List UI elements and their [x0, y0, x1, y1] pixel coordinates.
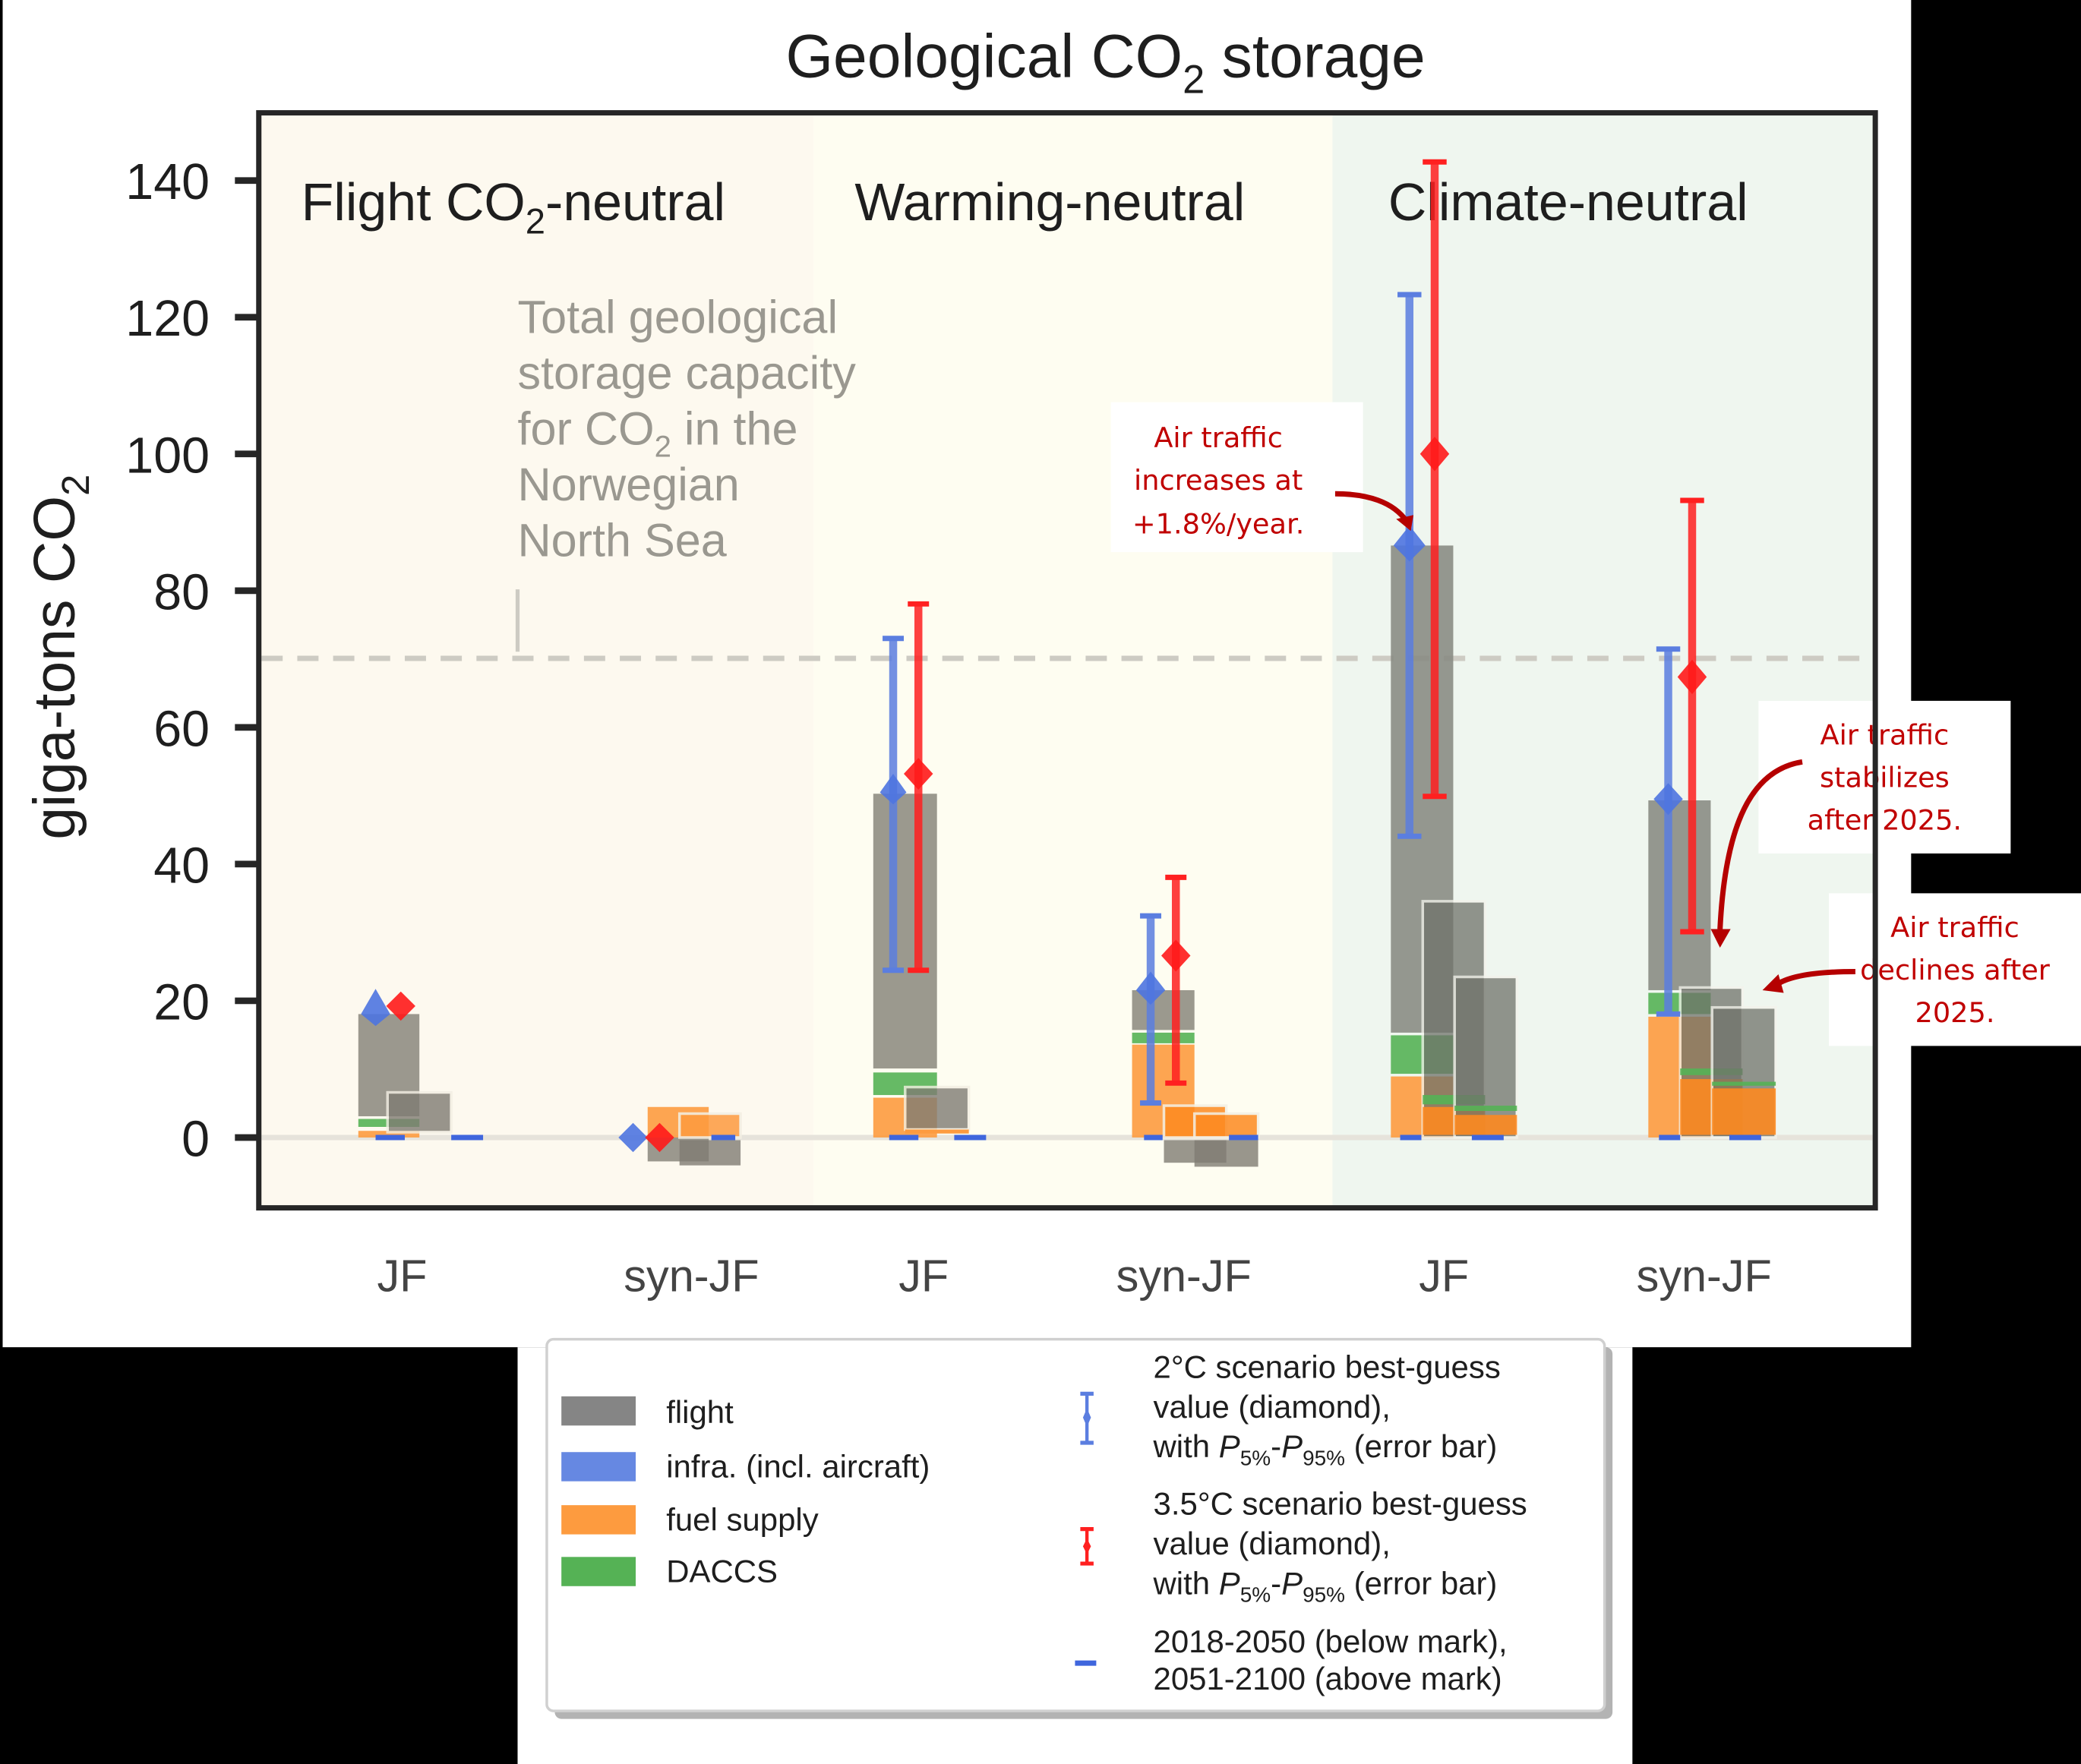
legend-marker-2c-icon [1080, 1391, 1094, 1445]
y-axis-label: giga-tons CO2 [22, 475, 97, 840]
x-label-jf-3: JF [1419, 1251, 1469, 1302]
legend-label-daccs: DACCS [666, 1554, 778, 1589]
annotation-stabilize-arrow [1717, 759, 1803, 929]
legend-swatch-daccs [561, 1557, 636, 1586]
svg-text:2025.: 2025. [1915, 996, 1994, 1029]
x-label-syn-jf-2: syn-JF [1116, 1251, 1252, 1302]
svg-text:Air traffic: Air traffic [1154, 421, 1283, 454]
svg-text:North Sea: North Sea [518, 514, 728, 566]
svg-text:2018-2050 (below mark),: 2018-2050 (below mark), [1154, 1624, 1508, 1659]
legend-label-flight: flight [666, 1394, 734, 1430]
annotation-increase-arrow [1334, 491, 1410, 523]
svg-text:2°C scenario best-guess: 2°C scenario best-guess [1154, 1349, 1501, 1384]
y-tick-40: 40 [153, 838, 210, 894]
legend-swatch-fuel-supply [561, 1505, 636, 1535]
panel-label-climate-neutral: Climate-neutral [1388, 172, 1748, 232]
legend-swatch-flight [561, 1396, 636, 1426]
svg-text:+1.8%/year.: +1.8%/year. [1132, 508, 1304, 541]
legend-label-infra: infra. (incl. aircraft) [666, 1448, 930, 1484]
panel-label-warming-neutral: Warming-neutral [854, 172, 1245, 232]
y-tick-0: 0 [182, 1111, 210, 1167]
y-tick-60: 60 [153, 701, 210, 757]
bar-group-flight-co2-neutral-jf [358, 989, 484, 1141]
y-tick-100: 100 [125, 428, 210, 484]
y-axis: 0 20 40 60 80 100 120 140 giga-tons CO2 [22, 154, 259, 1167]
chart-title: Geological CO2 storage [786, 22, 1426, 102]
capacity-note: Total geological storage capacity for CO… [518, 292, 857, 566]
x-label-syn-jf-3: syn-JF [1637, 1251, 1772, 1302]
y-tick-120: 120 [125, 291, 210, 347]
svg-text:Air traffic: Air traffic [1890, 911, 2019, 944]
legend-marker-period-icon [1075, 1660, 1097, 1666]
legend-marker-35c-icon [1080, 1526, 1094, 1566]
svg-text:declines after: declines after [1860, 954, 2051, 986]
svg-text:Norwegian: Norwegian [518, 459, 740, 510]
plot-area: Flight CO2-neutral Warming-neutral Clima… [256, 110, 2081, 1211]
x-label-syn-jf-1: syn-JF [624, 1251, 759, 1302]
x-label-jf-2: JF [898, 1251, 949, 1302]
svg-text:value (diamond),: value (diamond), [1154, 1389, 1391, 1425]
svg-text:stabilizes: stabilizes [1820, 762, 1950, 794]
x-label-jf-1: JF [377, 1251, 427, 1302]
bar-group-climate-neutral-jf [1391, 159, 1519, 1141]
annotation-increase: Air traffic increases at +1.8%/year. [1110, 402, 1414, 553]
bar-group-climate-neutral-syn-jf [1648, 497, 1777, 1141]
svg-text:after 2025.: after 2025. [1808, 803, 1962, 836]
legend-label-fuel-supply: fuel supply [666, 1501, 818, 1537]
x-axis: JF syn-JF JF syn-JF JF syn-JF [377, 1251, 1771, 1302]
legend-swatch-infra [561, 1452, 636, 1482]
annotation-decline: Air traffic declines after 2025. [1762, 893, 2081, 1046]
svg-text:increases at: increases at [1134, 464, 1303, 497]
svg-text:storage capacity: storage capacity [518, 347, 857, 399]
svg-text:with P5%-P95% (error bar): with P5%-P95% (error bar) [1153, 1565, 1498, 1606]
annotation-stabilize: Air traffic stabilizes after 2025. [1710, 700, 2011, 948]
panel-label-flight-co2-neutral: Flight CO2-neutral [302, 172, 725, 241]
bar-group-flight-co2-neutral-syn-jf [618, 1106, 742, 1166]
legend: flight infra. (incl. aircraft) fuel supp… [545, 1337, 1613, 1719]
svg-text:3.5°C scenario best-guess: 3.5°C scenario best-guess [1154, 1485, 1527, 1521]
svg-text:Air traffic: Air traffic [1820, 719, 1950, 752]
svg-text:with P5%-P95% (error bar): with P5%-P95% (error bar) [1153, 1428, 1498, 1469]
svg-text:for CO2 in the: for CO2 in the [518, 403, 798, 464]
y-tick-140: 140 [125, 154, 210, 210]
svg-text:value (diamond),: value (diamond), [1154, 1526, 1391, 1561]
annotation-decline-arrow [1776, 968, 1855, 986]
svg-text:2051-2100 (above mark): 2051-2100 (above mark) [1154, 1661, 1502, 1696]
plot-frame [256, 110, 1878, 1211]
svg-text:Total geological: Total geological [518, 292, 838, 343]
y-tick-20: 20 [153, 974, 210, 1030]
y-tick-80: 80 [153, 564, 210, 620]
bar-group-warming-neutral-jf [873, 601, 987, 1141]
